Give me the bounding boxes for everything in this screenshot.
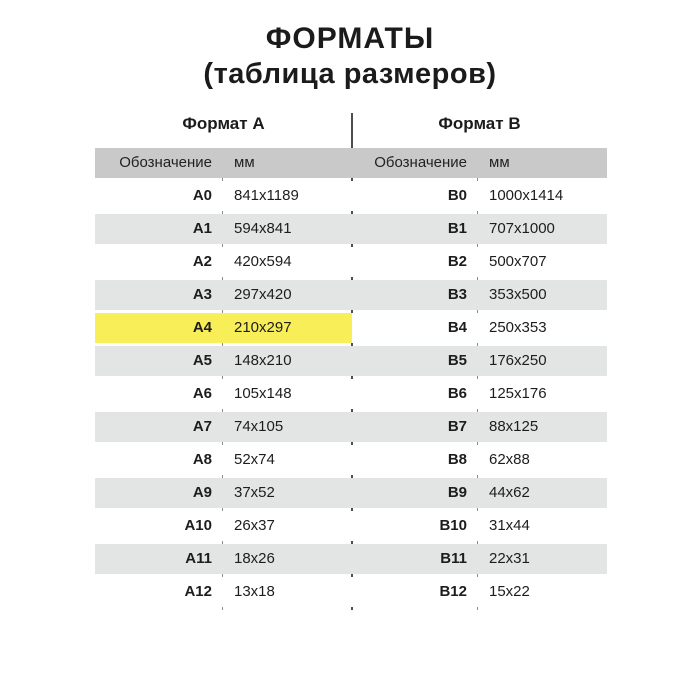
format-a-table: Обозначение мм A0 841x1189 A1 594x841 A2 420x59…	[95, 148, 352, 610]
table-row: B8 62x88	[352, 445, 607, 475]
format-code: B8	[447, 451, 467, 468]
table-row: A8 52x74	[95, 445, 352, 475]
format-size-mm: 707x1000	[489, 220, 555, 237]
format-size-mm: 52x74	[234, 451, 275, 468]
format-code: A12	[184, 583, 212, 600]
format-size-mm: 74x105	[234, 418, 284, 435]
format-code: A11	[185, 550, 212, 567]
table-row: B2 500x707	[352, 247, 607, 277]
format-code: A9	[192, 484, 212, 501]
format-code: A4	[192, 319, 212, 336]
format-code: B9	[447, 484, 467, 501]
format-code: A10	[184, 517, 212, 534]
table-row: A1 594x841	[95, 214, 352, 244]
table-row: A2 420x594	[95, 247, 352, 277]
table-row: A3 297x420	[95, 280, 352, 310]
format-code: B10	[439, 517, 467, 534]
format-b-table: Обозначение мм B0 1000x1414 B1 707x1000 B2 500x…	[352, 148, 607, 610]
table-row: B12 15x22	[352, 577, 607, 607]
format-code: A6	[192, 385, 212, 402]
table-row: B7 88x125	[352, 412, 607, 442]
table-row: A6 105x148	[95, 379, 352, 409]
format-size-mm: 18x26	[234, 550, 275, 567]
table-row: B0 1000x1414	[352, 181, 607, 211]
format-size-mm: 420x594	[234, 253, 292, 270]
format-size-mm: 44x62	[489, 484, 530, 501]
column-header-mm: мм	[489, 154, 510, 171]
format-size-mm: 125x176	[489, 385, 547, 402]
table-row: A12 13x18	[95, 577, 352, 607]
format-code: B3	[447, 286, 467, 303]
format-code: B4	[447, 319, 467, 336]
format-size-mm: 500x707	[489, 253, 547, 270]
format-code: B5	[447, 352, 467, 369]
table-row: A0 841x1189	[95, 181, 352, 211]
table-header-row: Обозначение мм	[95, 148, 352, 178]
page-title: ФОРМАТЫ	[265, 22, 435, 55]
table-header-row: Обозначение мм	[352, 148, 607, 178]
format-size-mm: 37x52	[234, 484, 275, 501]
format-size-mm: 13x18	[234, 583, 275, 600]
table-row: A4 210x297	[95, 313, 352, 343]
format-code: A0	[192, 187, 212, 204]
format-size-mm: 841x1189	[234, 187, 299, 204]
format-b-section-label: Формат В	[438, 114, 521, 133]
table-row: B1 707x1000	[352, 214, 607, 244]
table-row: B10 31x44	[352, 511, 607, 541]
format-size-mm: 176x250	[489, 352, 547, 369]
format-code: B6	[447, 385, 467, 402]
table-row: A7 74x105	[95, 412, 352, 442]
format-a-section-label: Формат А	[182, 114, 265, 133]
format-code: B12	[439, 583, 467, 600]
format-size-mm: 1000x1414	[489, 187, 564, 204]
table-row: B9 44x62	[352, 478, 607, 508]
format-code: A1	[192, 220, 212, 237]
format-size-mm: 26x37	[234, 517, 275, 534]
table-row: B4 250x353	[352, 313, 607, 343]
table-row: B6 125x176	[352, 379, 607, 409]
format-size-mm: 594x841	[234, 220, 292, 237]
format-code: B11	[440, 550, 467, 567]
column-header-designation: Обозначение	[374, 154, 467, 171]
format-code: A5	[192, 352, 212, 369]
format-size-mm: 250x353	[489, 319, 547, 336]
table-row: B3 353x500	[352, 280, 607, 310]
format-size-mm: 22x31	[489, 550, 530, 567]
format-size-mm: 148x210	[234, 352, 292, 369]
format-code: B7	[447, 418, 467, 435]
format-size-mm: 210x297	[234, 319, 292, 336]
format-size-mm: 88x125	[489, 418, 539, 435]
format-code: A7	[192, 418, 212, 435]
format-size-mm: 31x44	[489, 517, 530, 534]
page-subtitle: (таблица размеров)	[203, 58, 497, 90]
format-size-mm: 105x148	[234, 385, 292, 402]
column-header-designation: Обозначение	[119, 154, 212, 171]
format-code: A8	[192, 451, 212, 468]
format-code: A2	[192, 253, 212, 270]
format-size-mm: 297x420	[234, 286, 292, 303]
table-row: A5 148x210	[95, 346, 352, 376]
table-row: B11 22x31	[352, 544, 607, 574]
format-size-mm: 353x500	[489, 286, 547, 303]
format-size-mm: 15x22	[489, 583, 530, 600]
table-row: A9 37x52	[95, 478, 352, 508]
table-row: B5 176x250	[352, 346, 607, 376]
column-header-mm: мм	[234, 154, 255, 171]
table-row: A10 26x37	[95, 511, 352, 541]
format-code: B2	[447, 253, 467, 270]
format-code: B0	[447, 187, 467, 204]
table-row: A11 18x26	[95, 544, 352, 574]
format-size-mm: 62x88	[489, 451, 530, 468]
format-code: A3	[192, 286, 212, 303]
format-code: B1	[447, 220, 467, 237]
